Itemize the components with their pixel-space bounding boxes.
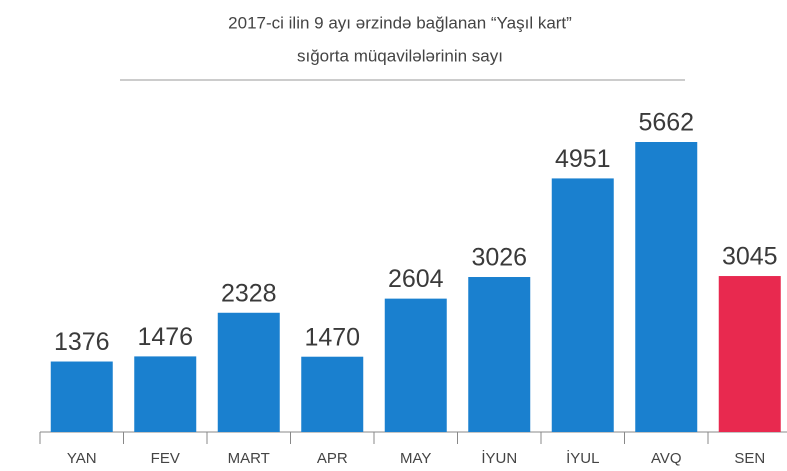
bar (551, 178, 614, 432)
bar (301, 356, 364, 432)
bar (134, 356, 197, 432)
chart-title: 2017-ci ilin 9 ayı ərzində bağlanan “Yaş… (228, 13, 572, 32)
x-tick-label: FEV (151, 450, 180, 467)
value-label: 2604 (388, 265, 444, 293)
x-tick-label: SEN (734, 450, 765, 467)
x-tick-label: AVQ (651, 450, 682, 467)
value-label: 1476 (137, 323, 193, 351)
x-tick-label: İYUN (481, 449, 517, 467)
chart-subtitle: sığorta müqavilələrinin sayı (297, 46, 503, 65)
value-label: 3026 (471, 244, 527, 272)
bar (468, 277, 531, 432)
x-tick-label: İYUL (566, 449, 599, 467)
value-label: 3045 (722, 243, 778, 271)
bar (718, 276, 781, 432)
value-label: 2328 (221, 279, 277, 307)
value-label: 4951 (555, 145, 611, 173)
value-label: 5662 (638, 109, 694, 137)
bar (384, 298, 447, 432)
bar (635, 142, 698, 432)
x-tick-label: MART (228, 450, 270, 467)
value-label: 1470 (304, 323, 360, 351)
x-tick-label: APR (317, 450, 348, 467)
bar (50, 361, 113, 432)
x-tick-label: MAY (400, 450, 431, 467)
bar (217, 312, 280, 432)
value-label: 1376 (54, 328, 110, 356)
x-tick-label: YAN (67, 450, 97, 467)
